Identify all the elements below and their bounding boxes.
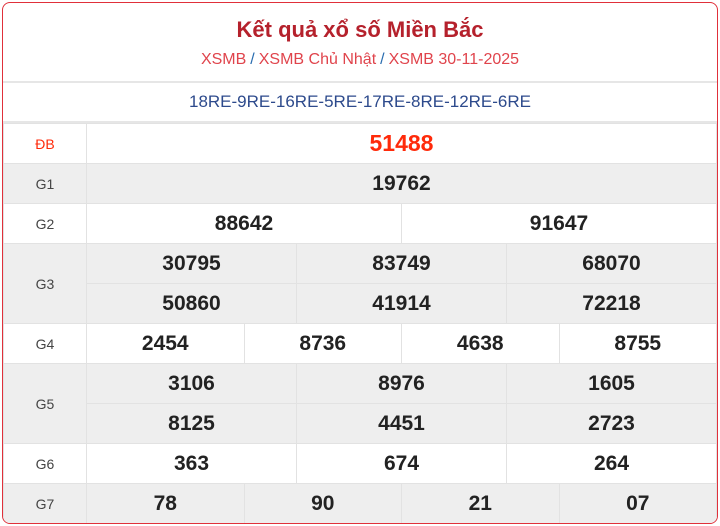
number-row: 19762 xyxy=(87,164,716,203)
prize-number: 674 xyxy=(296,444,506,483)
breadcrumb-xsmb[interactable]: XSMB xyxy=(200,51,247,68)
prize-numbers: 51488 xyxy=(86,123,717,164)
breadcrumb-xsmb-sunday[interactable]: XSMB Chủ Nhật xyxy=(258,51,377,68)
prize-number: 8976 xyxy=(296,364,506,403)
number-row: 8125 4451 2723 xyxy=(87,403,716,443)
header: Kết quả xổ số Miền Bắc XSMB / XSMB Chủ Nhậ… xyxy=(3,3,717,83)
prize-numbers: 3106 8976 1605 8125 4451 2723 xyxy=(86,363,717,444)
prize-number: 8125 xyxy=(168,411,215,435)
prize-row: G1 19762 xyxy=(3,163,717,204)
prize-number: 8755 xyxy=(558,324,717,363)
prize-number: 19762 xyxy=(372,171,431,195)
prize-number: 30795 xyxy=(162,251,221,275)
prize-row: G5 3106 8976 1605 8125 4451 2723 xyxy=(3,363,717,444)
number-row: 30795 83749 68070 xyxy=(87,244,716,283)
results-table: ĐB 51488 G1 19762 G2 88642 91647 G3 30795 83749 68… xyxy=(3,123,717,523)
prize-label: G3 xyxy=(3,243,87,324)
prize-row: G7 78 90 21 07 xyxy=(3,483,717,523)
number-row: 2454 8736 4638 8755 xyxy=(87,324,716,363)
number-row: 3106 8976 1605 xyxy=(87,364,716,403)
prize-number: 264 xyxy=(506,444,716,483)
prize-number: 4638 xyxy=(401,324,559,363)
prize-numbers: 88642 91647 xyxy=(86,203,717,244)
prize-number: 90 xyxy=(243,484,402,523)
prize-row: ĐB 51488 xyxy=(3,123,717,164)
prize-number: 68070 xyxy=(506,244,716,283)
prize-numbers: 19762 xyxy=(86,163,717,204)
prize-number: 3106 xyxy=(168,371,215,395)
prize-number: 21 xyxy=(401,484,559,523)
prize-number: 363 xyxy=(173,451,210,475)
prize-row: G4 2454 8736 4638 8755 xyxy=(3,323,717,364)
prize-label: ĐB xyxy=(3,123,87,164)
prize-label: G7 xyxy=(3,483,87,523)
prize-label: G1 xyxy=(3,163,87,204)
prize-number: 1605 xyxy=(506,364,716,403)
prize-number: 4451 xyxy=(296,404,506,443)
breadcrumb-separator: / xyxy=(380,51,385,68)
prize-numbers: 30795 83749 68070 50860 41914 72218 xyxy=(86,243,717,324)
prize-number: 8736 xyxy=(243,324,402,363)
prize-number: 51488 xyxy=(369,130,434,156)
prize-number: 07 xyxy=(558,484,717,523)
prize-row: G3 30795 83749 68070 50860 41914 72218 xyxy=(3,243,717,324)
prize-number: 78 xyxy=(153,491,177,515)
breadcrumb-xsmb-date[interactable]: XSMB 30-11-2025 xyxy=(388,51,520,68)
prize-numbers: 363 674 264 xyxy=(86,443,717,484)
prize-label: G2 xyxy=(3,203,87,244)
prize-label: G4 xyxy=(3,323,87,364)
page-title: Kết quả xổ số Miền Bắc xyxy=(236,17,484,42)
prize-number: 2454 xyxy=(141,331,189,355)
number-row: 78 90 21 07 xyxy=(87,484,716,523)
number-row: 50860 41914 72218 xyxy=(87,283,716,323)
prize-number: 83749 xyxy=(296,244,506,283)
prize-label: G5 xyxy=(3,363,87,444)
prize-row: G2 88642 91647 xyxy=(3,203,717,244)
prize-row: G6 363 674 264 xyxy=(3,443,717,484)
prize-number: 72218 xyxy=(506,284,716,323)
prize-number: 91647 xyxy=(401,204,716,243)
prize-numbers: 78 90 21 07 xyxy=(86,483,717,523)
prize-number: 88642 xyxy=(214,211,274,235)
number-row: 88642 91647 xyxy=(87,204,716,243)
prize-number: 50860 xyxy=(162,291,221,315)
prize-numbers: 2454 8736 4638 8755 xyxy=(86,323,717,364)
special-codes: 18RE-9RE-16RE-5RE-17RE-8RE-12RE-6RE xyxy=(3,83,717,123)
prize-number: 41914 xyxy=(296,284,506,323)
prize-label: G6 xyxy=(3,443,87,484)
number-row: 51488 xyxy=(87,124,716,163)
prize-number: 2723 xyxy=(506,404,716,443)
number-row: 363 674 264 xyxy=(87,444,716,483)
breadcrumb-separator: / xyxy=(250,51,255,68)
breadcrumb: XSMB / XSMB Chủ Nhật / XSMB 30-11-2025 xyxy=(3,51,717,69)
